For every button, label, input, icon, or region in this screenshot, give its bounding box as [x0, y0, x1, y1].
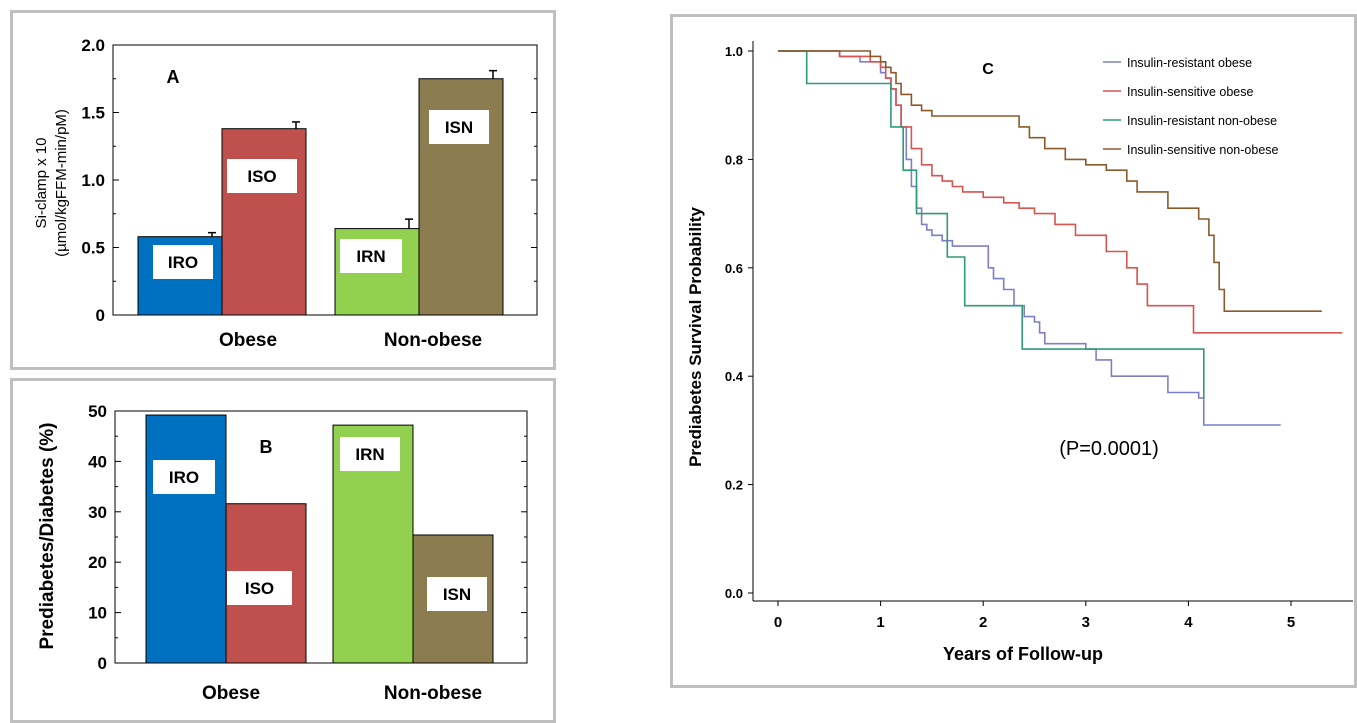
chart-b: 0 10 20 30 40 50 IRO ISO IRN ISN Obese Non-obese B Pr…: [37, 402, 528, 704]
chart-a: 0 0.5 1.0 1.5 2.0 IRO ISO IRN ISN Obese Non-obese A…: [33, 36, 538, 351]
y-tick-label: 0.0: [725, 586, 743, 601]
y-axis-title: Prediabetes Survival Probability: [686, 207, 705, 467]
y-tick-label: 50: [88, 402, 107, 421]
bar-label-iro: IRO: [169, 468, 199, 487]
x-tick-label: 3: [1082, 614, 1090, 631]
y-tick-label: 0.4: [725, 369, 744, 384]
bar-label-box: [153, 245, 213, 279]
bar-iso: [221, 128, 307, 316]
bar-label-box: [340, 437, 400, 471]
y-tick-label: 1.5: [81, 104, 105, 123]
bar-label-iso: ISO: [245, 579, 274, 598]
km-curve-2: [778, 50, 1343, 334]
p-value-annotation: (P=0.0001): [1059, 438, 1159, 460]
y-tick-label: 0: [96, 306, 105, 325]
y-tick-label: 40: [88, 452, 107, 471]
bar-label-box: [340, 239, 402, 273]
y-tick-label: 1.0: [725, 44, 743, 59]
group-label: Non-obese: [384, 683, 482, 704]
panel-label-b: B: [260, 437, 273, 457]
bar-label-iso: ISO: [247, 167, 276, 186]
x-tick-label: 5: [1287, 614, 1295, 631]
bar-iro: [145, 414, 227, 664]
chart-c: 0.0 0.2 0.4 0.6 0.8 1.0 0 1 2 3 4 5 Years of Follow-…: [686, 41, 1353, 664]
km-curve-3: [778, 50, 1205, 398]
group-label: Obese: [202, 683, 260, 704]
panel-a: 0 0.5 1.0 1.5 2.0 IRO ISO IRN ISN Obese Non-obese A…: [10, 10, 556, 370]
y-axis-title-line1: Si-clamp x 10: [33, 138, 50, 229]
y-tick-label: 0.2: [725, 478, 743, 493]
bar-label-box: [227, 571, 292, 605]
y-tick-label: 0: [98, 654, 107, 673]
legend-label: Insulin-resistant obese: [1127, 56, 1252, 70]
panel-c: 0.0 0.2 0.4 0.6 0.8 1.0 0 1 2 3 4 5 Years of Follow-…: [670, 14, 1357, 688]
y-tick-label: 0.6: [725, 261, 743, 276]
legend-label: Insulin-sensitive non-obese: [1127, 143, 1279, 157]
km-curve-1: [778, 50, 1281, 426]
y-tick-label: 10: [88, 604, 107, 623]
group-label: Non-obese: [384, 330, 482, 351]
panel-label-c: C: [982, 61, 994, 78]
legend-label: Insulin-resistant non-obese: [1127, 114, 1277, 128]
bar-label-iro: IRO: [168, 253, 198, 272]
group-label: Obese: [219, 330, 277, 351]
y-axis-title: Si-clamp x 10 (µmol/kgFFM-min/pM): [33, 109, 70, 257]
y-tick-label: 30: [88, 503, 107, 522]
bar-label-isn: ISN: [443, 585, 471, 604]
x-tick-label: 4: [1184, 614, 1193, 631]
panel-label-a: A: [167, 67, 180, 87]
y-tick-label: 2.0: [81, 36, 105, 55]
y-axis-title: Prediabetes/Diabetes (%): [37, 422, 58, 649]
bar-label-isn: ISN: [445, 118, 473, 137]
bar-label-box: [153, 460, 215, 494]
km-curve-4: [778, 50, 1322, 312]
y-tick-label: 20: [88, 553, 107, 572]
y-tick-label: 0.8: [725, 152, 743, 167]
bar-label-irn: IRN: [356, 247, 385, 266]
x-tick-label: 2: [979, 614, 987, 631]
bar-label-box: [227, 159, 297, 193]
x-axis-title: Years of Follow-up: [943, 644, 1103, 664]
x-tick-label: 0: [774, 614, 782, 631]
y-tick-label: 0.5: [81, 239, 105, 258]
bar-label-box: [429, 110, 489, 144]
y-axis-title-line2: (µmol/kgFFM-min/pM): [53, 109, 70, 257]
bar-label-box: [427, 577, 487, 611]
panel-b: 0 10 20 30 40 50 IRO ISO IRN ISN Obese Non-obese B Pr…: [10, 378, 556, 723]
legend-label: Insulin-sensitive obese: [1127, 85, 1254, 99]
x-tick-label: 1: [876, 614, 884, 631]
bar-label-irn: IRN: [355, 445, 384, 464]
y-tick-label: 1.0: [81, 171, 105, 190]
